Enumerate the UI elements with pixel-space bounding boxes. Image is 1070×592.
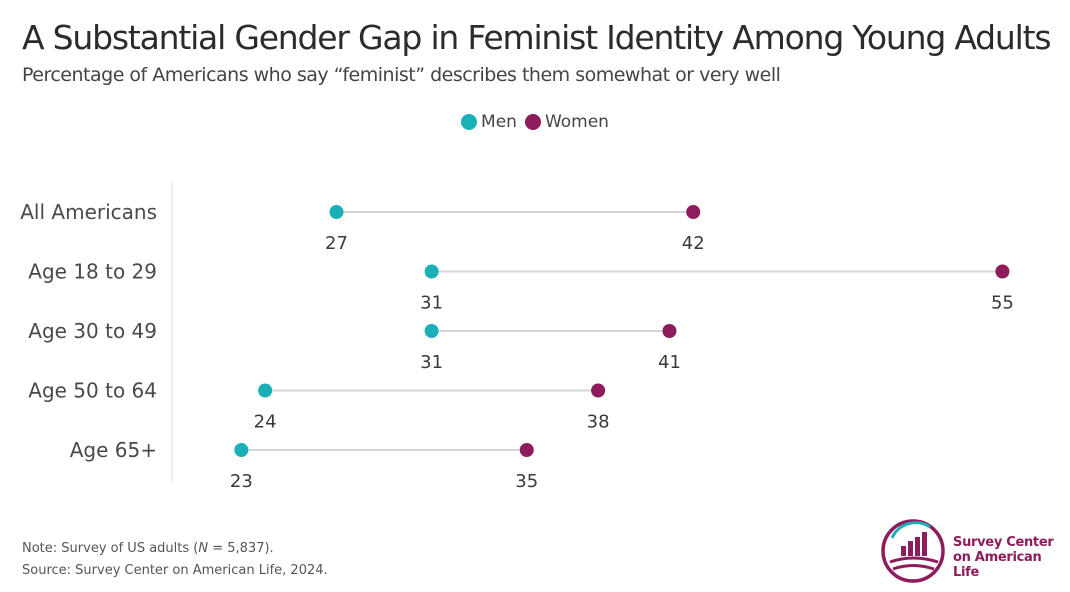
- data-point-men: [234, 443, 249, 457]
- data-point-men: [424, 324, 439, 338]
- legend-item-men: Men: [461, 112, 517, 132]
- logo-text: Survey Center on American Life: [953, 535, 1060, 580]
- data-point-women: [519, 443, 534, 457]
- value-label-women: 55: [991, 293, 1014, 314]
- data-point-women: [686, 205, 701, 219]
- category-label: Age 30 to 49: [28, 319, 157, 343]
- logo-text-line2: on American Life: [953, 550, 1042, 580]
- value-label-men: 27: [325, 233, 348, 254]
- value-label-women: 42: [682, 233, 705, 254]
- footer-note-suffix: = 5,837).: [208, 541, 274, 556]
- footer-source: Source: Survey Center on American Life, …: [22, 563, 328, 578]
- value-label-men: 24: [254, 412, 277, 433]
- footer: Note: Survey of US adults (N = 5,837). S…: [22, 538, 328, 582]
- data-point-women: [995, 264, 1010, 279]
- value-label-men: 23: [230, 471, 253, 492]
- value-label-men: 31: [420, 352, 443, 373]
- data-point-women: [662, 324, 677, 338]
- logo-emblem-icon: [881, 519, 945, 583]
- value-label-women: 35: [515, 471, 538, 492]
- footer-note-n: N: [198, 541, 209, 556]
- data-point-men: [424, 264, 439, 279]
- data-point-men: [258, 383, 273, 398]
- logo-text-line1: Survey Center: [953, 535, 1054, 550]
- category-label: Age 18 to 29: [28, 260, 157, 284]
- legend-label-men: Men: [481, 112, 517, 132]
- survey-center-logo: Survey Center on American Life: [880, 516, 1060, 586]
- footer-note-prefix: Note: Survey of US adults (: [22, 541, 199, 556]
- legend-dot-women: [524, 114, 541, 130]
- category-label: All Americans: [20, 200, 157, 224]
- legend: Men Women: [0, 112, 1070, 132]
- data-point-men: [329, 205, 344, 219]
- value-label-women: 38: [587, 412, 610, 433]
- legend-dot-men: [461, 114, 478, 130]
- legend-item-women: Women: [524, 112, 609, 132]
- data-point-women: [591, 383, 606, 398]
- chart-title: A Substantial Gender Gap in Feminist Ide…: [22, 18, 1052, 57]
- footer-note: Note: Survey of US adults (N = 5,837).: [22, 538, 328, 560]
- dumbbell-chart: All Americans 27 42 Age 18 to 29 31 55 Age 30 …: [20, 182, 1014, 492]
- chart-subtitle: Percentage of Americans who say “feminis…: [22, 64, 781, 86]
- legend-label-women: Women: [544, 112, 609, 132]
- value-label-women: 41: [658, 352, 681, 373]
- value-label-men: 31: [420, 293, 443, 314]
- category-label: Age 50 to 64: [28, 379, 157, 403]
- category-label: Age 65+: [70, 438, 157, 462]
